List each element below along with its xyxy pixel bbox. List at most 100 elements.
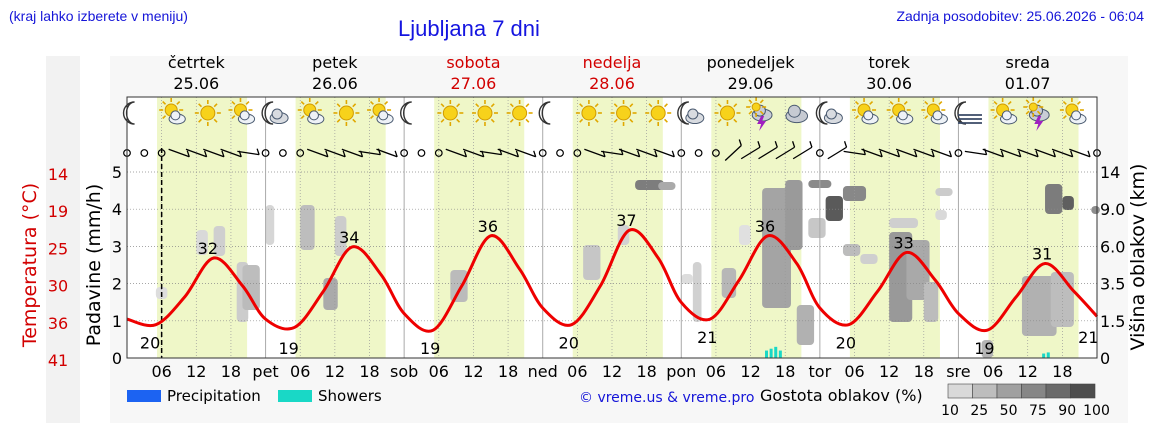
temp-label: 21	[697, 328, 717, 347]
cloud-shape	[863, 110, 874, 121]
cloud-patch	[334, 216, 347, 256]
cloud-patch	[635, 180, 664, 190]
wind-barb-icon	[462, 148, 484, 158]
wind-barb-flag	[931, 150, 935, 157]
x-tick-label: 12	[463, 362, 483, 381]
x-tick-label: 18	[914, 362, 934, 381]
temperature-labels: 20 32 19 34 19 36 20 37 21 36 20 33 19 31 21	[140, 211, 1099, 358]
cloud-patch	[583, 245, 601, 280]
wind-barb-icon	[1069, 148, 1091, 158]
wind-barb-flag	[256, 148, 260, 155]
x-tick-label: 06	[983, 362, 1003, 381]
wind-barb-flag	[342, 150, 346, 157]
sun-ray	[748, 99, 753, 104]
wind-calm-icon	[573, 149, 582, 157]
sun-disc	[719, 105, 735, 121]
wind-barb-flag	[221, 150, 225, 157]
sun-ray	[509, 103, 514, 108]
cloud-shape	[825, 108, 837, 120]
cloud-height-tick: 0	[1100, 349, 1110, 368]
wind-barb-icon	[999, 148, 1021, 158]
x-tick-label: 18	[775, 362, 795, 381]
temp-tick: 19	[48, 202, 68, 221]
cloud-patch	[196, 230, 208, 255]
sun-ray	[525, 118, 530, 123]
sun-ray	[1062, 100, 1067, 105]
day-date: 25.06	[173, 74, 219, 93]
cloud-patch	[323, 278, 338, 310]
cloud-shape	[308, 110, 319, 121]
wind-calm-icon	[278, 149, 287, 157]
temp-label: 37	[616, 211, 636, 230]
x-tick-label: 18	[636, 362, 656, 381]
precipitation-swatch	[127, 390, 161, 402]
sun-ray	[613, 118, 618, 123]
cloud-shape	[1071, 110, 1082, 121]
cloud-shape	[271, 108, 283, 120]
moon-cloud-icon	[261, 101, 289, 125]
moon-icon	[400, 101, 412, 125]
cloud-density-level: 100	[1083, 403, 1110, 419]
shower-bar	[769, 348, 773, 358]
cloud-density-swatch	[972, 383, 998, 399]
x-tick-label: 06	[844, 362, 864, 381]
sun-disc	[338, 105, 354, 121]
day-date: 30.06	[866, 74, 912, 93]
sun-ray	[938, 100, 943, 105]
sun-ray	[300, 100, 305, 105]
plot-frame	[126, 96, 1098, 359]
wind-barb-icon	[324, 148, 346, 158]
temp-label: 36	[755, 217, 775, 236]
wind-barb-icon	[479, 150, 502, 156]
cloud-patch	[265, 205, 275, 245]
wind-barb-icon	[584, 148, 606, 158]
cloud-density-level: 50	[1000, 403, 1018, 419]
x-tick-label: ned	[528, 362, 558, 381]
wind-calm-icon	[434, 149, 443, 157]
wind-barb-icon	[653, 148, 675, 158]
sun-ray	[314, 100, 319, 105]
wind-barb-icon	[758, 146, 778, 160]
day-date: 27.06	[451, 74, 497, 93]
sun-ray	[889, 100, 894, 105]
cloud-patch	[721, 268, 737, 298]
x-tick-label: 06	[567, 362, 587, 381]
sun-ray	[213, 103, 218, 108]
precip-tick: 5	[112, 163, 122, 182]
wind-barb-flag	[1018, 150, 1022, 157]
temp-tick: 14	[48, 165, 68, 184]
sun-ray	[579, 118, 584, 123]
wind-barb-icon	[601, 150, 623, 156]
moon-shape	[400, 101, 412, 125]
shower-bar	[778, 350, 782, 358]
shower-bar	[774, 346, 778, 358]
sun-ray	[440, 103, 445, 108]
sun-ray	[903, 100, 908, 105]
sun-disc	[1028, 102, 1038, 112]
cloud-shape	[687, 108, 699, 120]
temp-axis-label: Temperatura (°C)	[19, 183, 41, 348]
cloud-patch	[692, 262, 702, 322]
sun-ray	[648, 103, 653, 108]
wind-barb-icon	[306, 148, 329, 158]
wind-barb-flag	[809, 141, 813, 148]
wind-barb-icon	[913, 148, 935, 158]
wind-barb-icon	[237, 150, 260, 156]
sun-ray	[1025, 110, 1030, 115]
cloud-patch	[213, 226, 226, 256]
sun-cloud-icon	[990, 98, 1018, 125]
cloud-patch	[300, 205, 315, 250]
wind-barb-icon	[895, 148, 918, 158]
day-date: 29.06	[728, 74, 774, 93]
sun-cloud-icon	[921, 98, 948, 125]
x-tick-label: pet	[252, 362, 278, 381]
cloud-patch	[450, 270, 468, 302]
wind-calm-icon	[677, 149, 686, 157]
wind-barb-icon	[497, 148, 519, 158]
sun-disc	[477, 105, 493, 121]
wind-barb-flag	[325, 150, 329, 157]
precip-tick: 0	[112, 349, 122, 368]
wind-barb-icon	[843, 150, 866, 156]
wind-barb-flag	[637, 150, 641, 157]
cloud-shape	[170, 110, 181, 121]
